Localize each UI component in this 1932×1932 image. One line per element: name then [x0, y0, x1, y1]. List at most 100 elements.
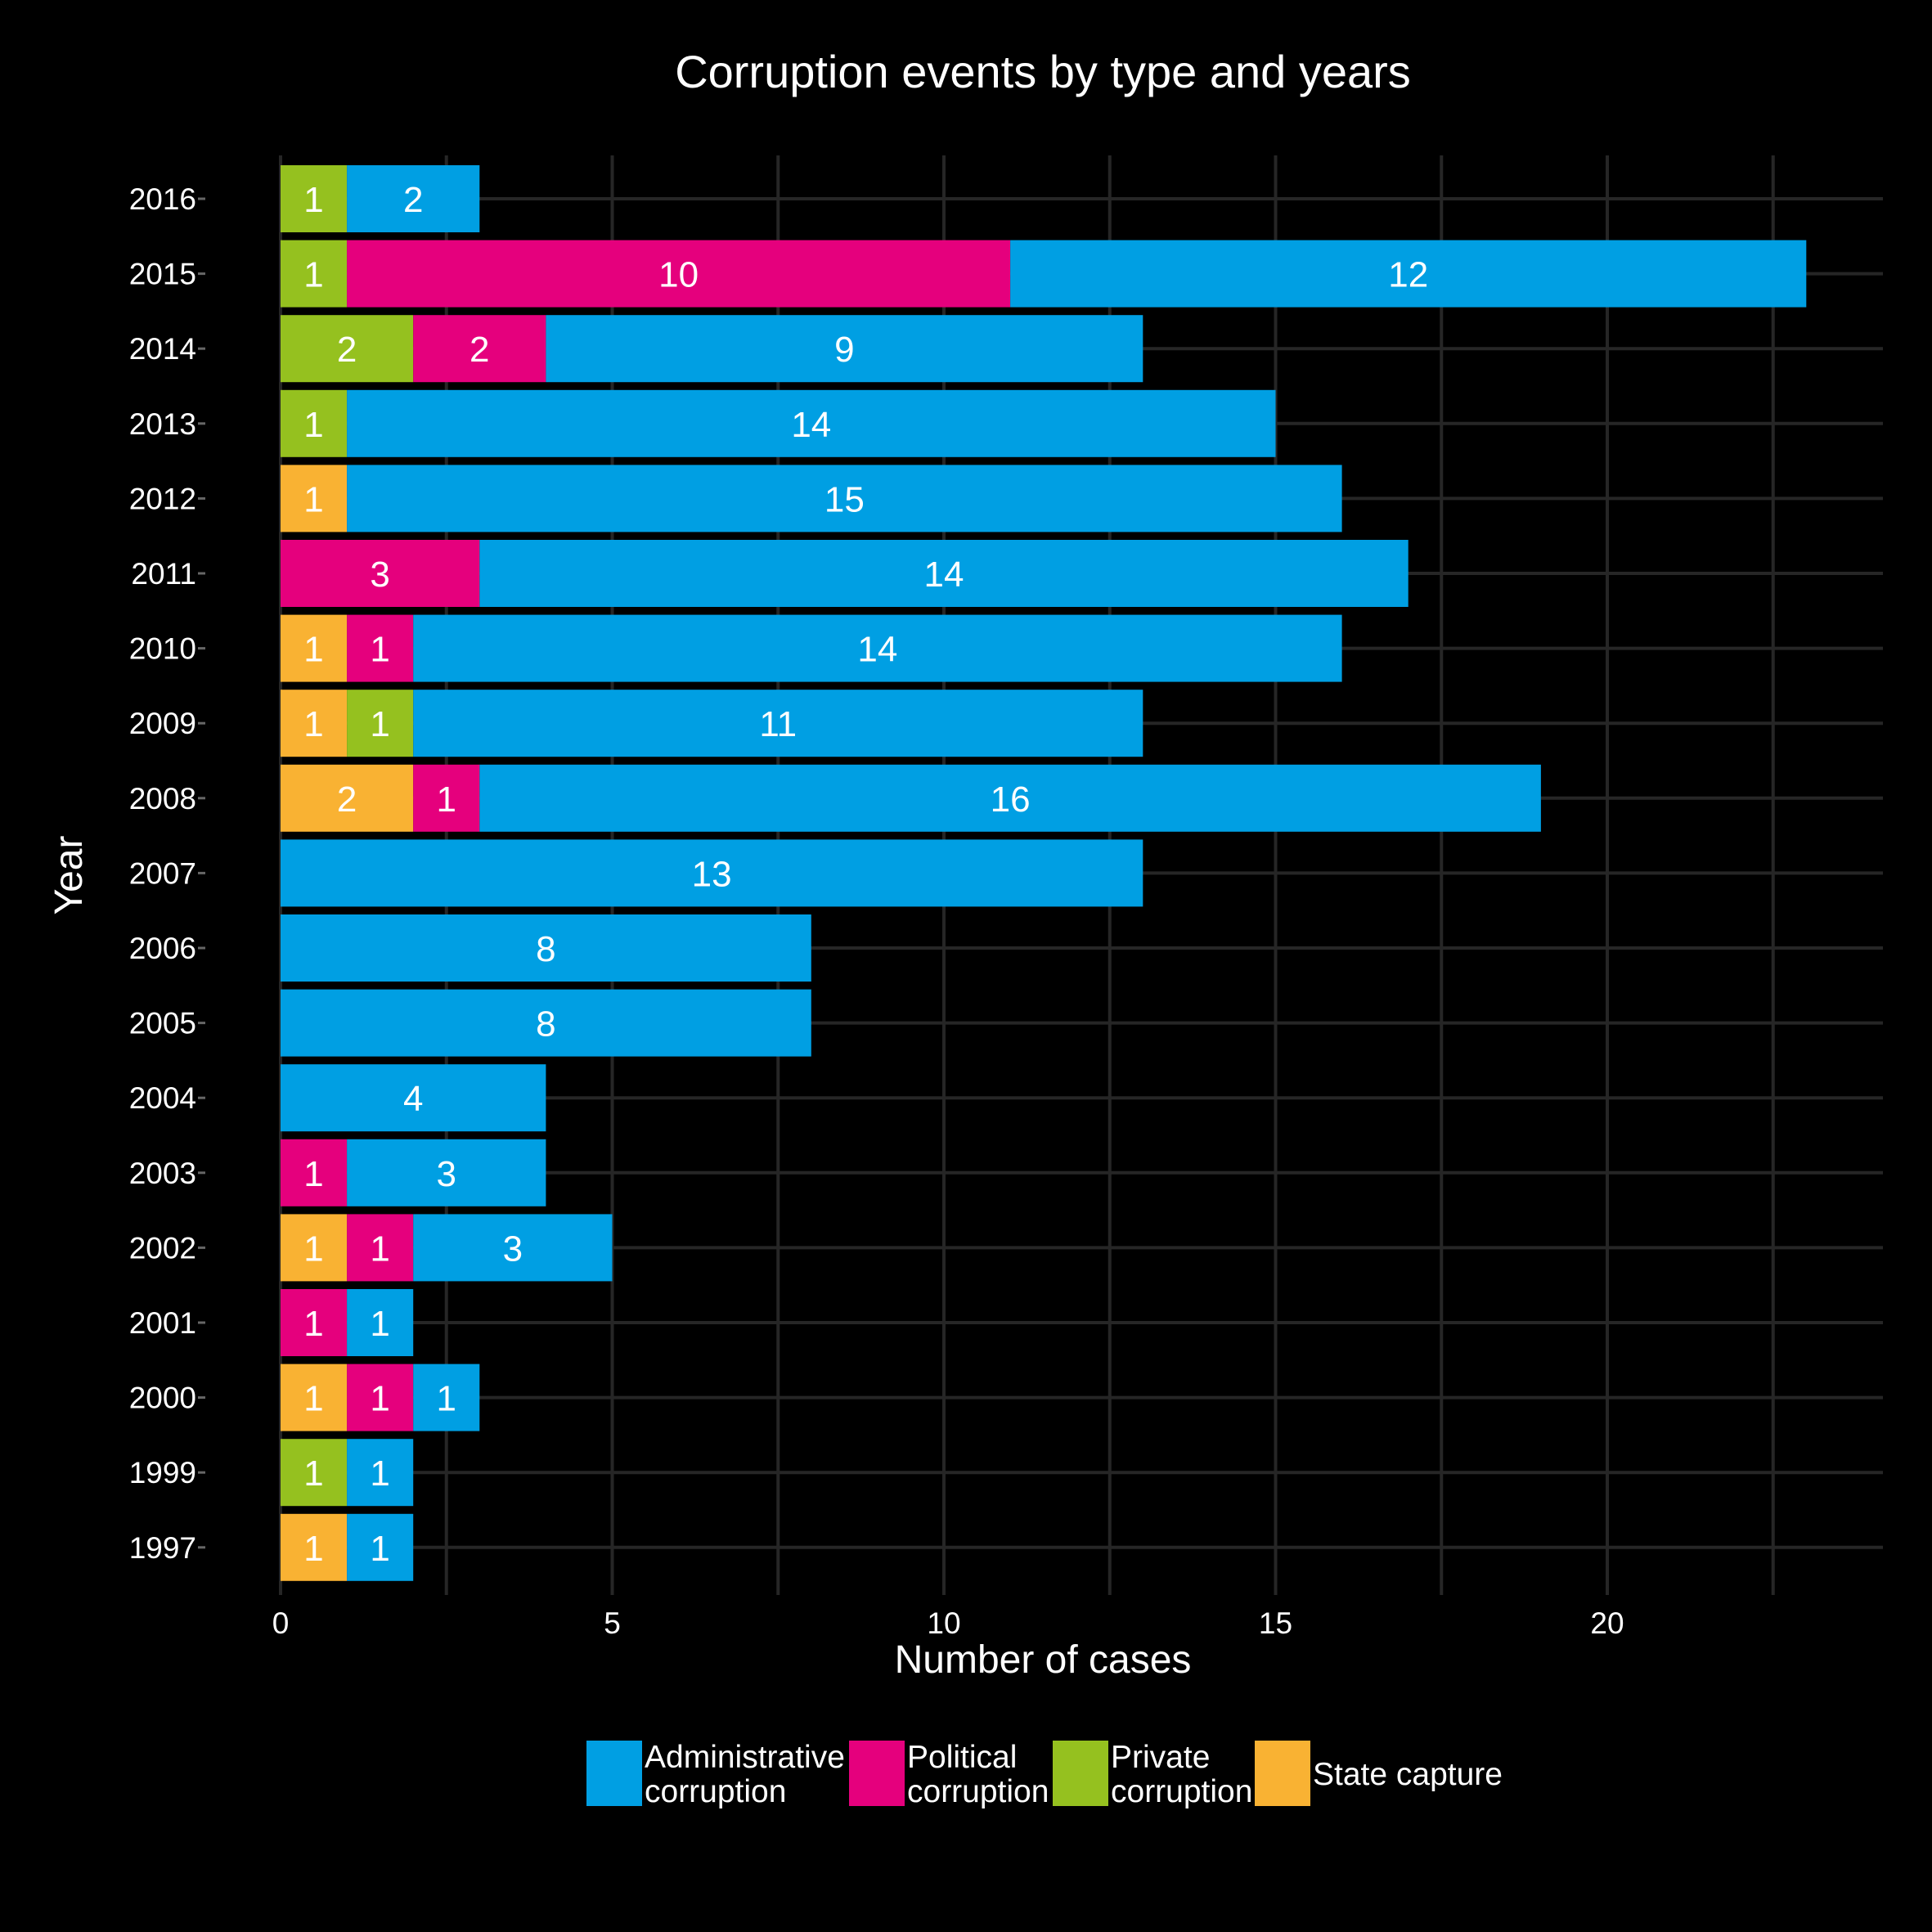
x-tick-label: 20: [1590, 1606, 1624, 1640]
bar-value-label: 2: [337, 780, 357, 820]
bar-value-label: 1: [303, 630, 323, 670]
bar-segment: [281, 764, 414, 832]
bar-segment: [281, 839, 1143, 907]
bar-value-label: 2: [403, 180, 423, 220]
bar-segment: [347, 465, 1342, 532]
bar-segment: [413, 690, 1143, 757]
bar-value-label: 1: [437, 780, 456, 820]
legend-label: corruption: [645, 1774, 786, 1809]
bar-segment: [281, 240, 348, 308]
bar-value-label: 1: [370, 1229, 389, 1269]
y-tick-label: 2008: [129, 782, 196, 815]
bar-value-label: 1: [370, 1379, 389, 1419]
bar-value-label: 2: [337, 330, 357, 370]
y-tick-label: 2009: [129, 707, 196, 740]
y-tick-label: 2001: [129, 1306, 196, 1340]
y-axis: 2016 2015 2014 2013 2012 2011 2010 2009 2008 2007…: [129, 182, 205, 1565]
bar-segment: [347, 1513, 414, 1581]
bar-value-label: 1: [437, 1379, 456, 1419]
legend: AdministrativecorruptionPoliticalcorrupt…: [586, 1740, 1503, 1809]
bar-segment: [347, 389, 1276, 457]
x-axis-title: Number of cases: [895, 1638, 1192, 1682]
y-tick-label: 2010: [129, 632, 196, 666]
bar-segment: [281, 989, 811, 1057]
bar-segment: [546, 315, 1143, 383]
bar-segment: [413, 1214, 613, 1282]
bar-value-label: 1: [303, 180, 323, 220]
y-tick-label: 2011: [131, 557, 196, 591]
legend-label: State capture: [1313, 1757, 1503, 1792]
bar-value-label: 1: [303, 1229, 323, 1269]
bar-value-label: 8: [536, 929, 555, 969]
legend-key: [849, 1741, 905, 1806]
legend-label: corruption: [907, 1774, 1049, 1809]
bar-value-label: 8: [536, 1004, 555, 1045]
bar-segment: [281, 614, 348, 682]
bar-segment: [347, 240, 1011, 308]
y-axis-title: Year: [47, 835, 91, 914]
bar-value-label: 14: [791, 405, 831, 445]
bar-value-label: 1: [370, 1304, 389, 1344]
bar-segment: [281, 1214, 348, 1282]
y-tick-label: 2002: [129, 1231, 196, 1265]
y-tick-label: 2012: [129, 482, 196, 515]
bar-segment: [281, 1439, 348, 1507]
bar-segment: [479, 764, 1541, 832]
bar-segment: [281, 1289, 348, 1356]
legend-label: Private: [1111, 1740, 1210, 1775]
legend-label: Administrative: [645, 1740, 845, 1775]
bar-value-label: 1: [370, 704, 389, 744]
bar-value-label: 3: [437, 1154, 456, 1194]
x-tick-label: 0: [272, 1606, 290, 1640]
bar-value-label: 1: [370, 1453, 389, 1494]
bar-value-label: 2: [470, 330, 489, 370]
bar-value-label: 1: [370, 630, 389, 670]
y-tick-label: 1997: [129, 1531, 196, 1565]
bar-segment: [413, 764, 480, 832]
bar-value-label: 1: [303, 405, 323, 445]
bar-segment: [347, 1139, 546, 1206]
bar-segment: [413, 1364, 480, 1431]
bar-segment: [479, 540, 1409, 607]
bar-value-label: 1: [303, 704, 323, 744]
legend-key: [1255, 1741, 1310, 1806]
y-tick-label: 2015: [129, 258, 196, 291]
bar-segment: [281, 1139, 348, 1206]
bars: [281, 165, 1807, 1581]
bar-segment: [347, 1439, 414, 1507]
chart-title: Corruption events by type and years: [675, 46, 1411, 97]
y-tick-label: 2006: [129, 932, 196, 965]
bar-segment: [281, 690, 348, 757]
legend-label: Political: [907, 1740, 1017, 1775]
bar-value-label: 16: [991, 780, 1031, 820]
bar-segment: [281, 315, 414, 383]
legend-key: [586, 1741, 642, 1806]
bar-value-label: 1: [303, 1453, 323, 1494]
bar-segment: [413, 315, 546, 383]
bar-segment: [413, 614, 1342, 682]
bar-value-label: 1: [303, 1529, 323, 1569]
legend-label: corruption: [1111, 1774, 1252, 1809]
y-tick-label: 2004: [129, 1081, 196, 1115]
bar-value-label: 1: [303, 1379, 323, 1419]
bar-value-label: 1: [303, 1304, 323, 1344]
bar-segment: [347, 1214, 414, 1282]
bar-value-label: 1: [303, 1154, 323, 1194]
legend-key: [1053, 1741, 1108, 1806]
bar-value-label: 15: [824, 479, 865, 519]
bar-segment: [281, 1513, 348, 1581]
bar-segment: [281, 1064, 546, 1132]
bar-segment: [281, 1364, 348, 1431]
bar-value-label: 1: [370, 1529, 389, 1569]
x-tick-label: 10: [927, 1606, 960, 1640]
bar-segment: [281, 165, 348, 232]
bar-segment: [1010, 240, 1807, 308]
bar-value-label: 4: [403, 1079, 423, 1119]
y-tick-label: 2007: [129, 856, 196, 890]
bar-value-label: 1: [303, 479, 323, 519]
x-tick-label: 15: [1259, 1606, 1292, 1640]
bar-segment: [347, 690, 414, 757]
bar-segment: [347, 165, 480, 232]
bar-value-label: 9: [834, 330, 854, 370]
